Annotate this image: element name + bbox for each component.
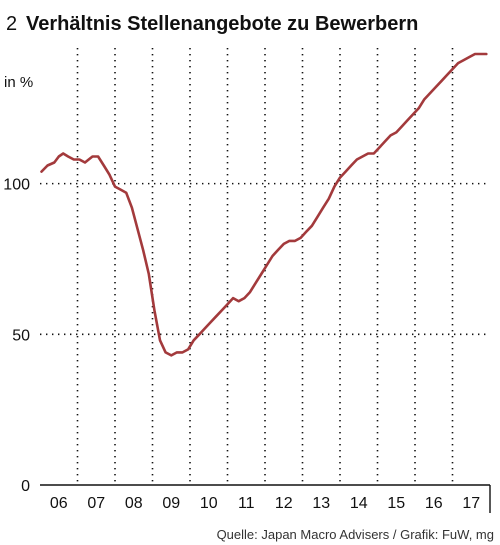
x-tick-label: 16 xyxy=(425,495,443,512)
chart-title: Verhältnis Stellenangebote zu Bewerbern xyxy=(26,13,418,35)
series-line xyxy=(40,52,488,357)
y-tick-label: 50 xyxy=(12,327,30,344)
grid-lines xyxy=(40,48,490,485)
axes xyxy=(40,484,491,513)
x-tick-label: 07 xyxy=(87,495,105,512)
y-tick-labels: 0 50 100 xyxy=(3,177,30,495)
y-tick-label: 100 xyxy=(3,177,30,194)
x-tick-labels: 06 07 08 09 10 11 12 13 14 15 16 17 xyxy=(50,495,480,512)
x-tick-label: 10 xyxy=(200,495,218,512)
x-tick-label: 12 xyxy=(275,495,293,512)
x-tick-label: 15 xyxy=(387,495,405,512)
series-lines xyxy=(40,52,488,357)
y-axis-unit-label: in % xyxy=(4,74,33,91)
x-tick-label: 17 xyxy=(462,495,480,512)
x-tick-label: 14 xyxy=(350,495,368,512)
x-tick-label: 08 xyxy=(125,495,143,512)
figure-number: 2 xyxy=(6,13,17,35)
x-tick-label: 13 xyxy=(312,495,330,512)
source-note: Quelle: Japan Macro Advisers / Grafik: F… xyxy=(217,527,494,542)
y-tick-label: 0 xyxy=(21,478,30,495)
x-tick-label: 09 xyxy=(162,495,180,512)
x-tick-label: 11 xyxy=(238,495,255,512)
x-tick-label: 06 xyxy=(50,495,68,512)
